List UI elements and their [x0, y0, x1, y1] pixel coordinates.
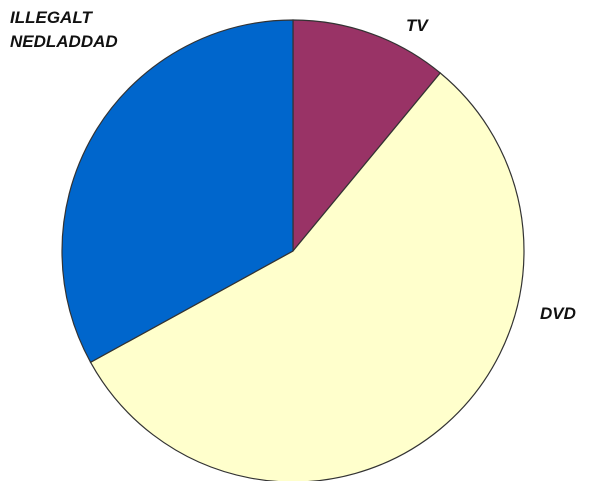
pie-slice	[89, 72, 525, 481]
slice-label: TV	[406, 16, 428, 35]
pie-slice	[292, 19, 442, 253]
slice-label: DVD	[540, 304, 576, 323]
slice-label: ILLEGALT NEDLADDAD	[10, 8, 118, 51]
pie-slice	[61, 19, 294, 364]
